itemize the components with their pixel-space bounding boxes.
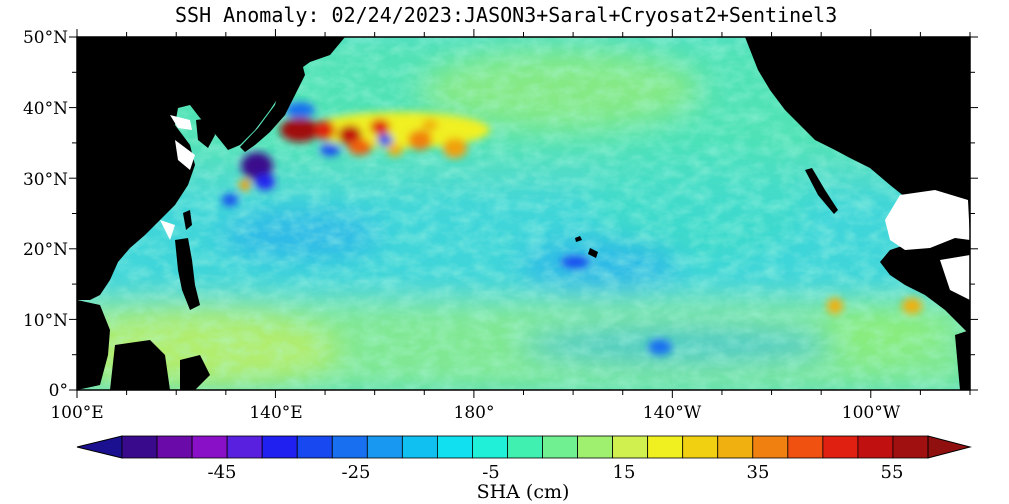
lat-label: 40°N bbox=[23, 99, 68, 119]
colorbar-segment bbox=[436, 435, 473, 459]
colorbar-segment bbox=[647, 435, 684, 459]
lat-label: 50°N bbox=[23, 28, 68, 48]
axis-ticks bbox=[69, 29, 978, 398]
kuroshio-anomalies bbox=[280, 102, 490, 158]
lon-label: 180° bbox=[454, 403, 495, 423]
colorbar-segment bbox=[296, 435, 333, 459]
lon-label: 140°W bbox=[643, 403, 702, 423]
colorbar-segment bbox=[682, 435, 719, 459]
colorbar-segment bbox=[787, 435, 824, 459]
lon-label: 140°E bbox=[249, 403, 302, 423]
colorbar-segment bbox=[717, 435, 754, 459]
colorbar-segment bbox=[121, 435, 158, 459]
negative-eddy bbox=[222, 152, 275, 206]
colorbar-tick-label: 35 bbox=[747, 462, 770, 483]
map-title: SSH Anomaly: 02/24/2023:JASON3+Saral+Cry… bbox=[175, 3, 837, 27]
colorbar-tick-label: -5 bbox=[482, 462, 500, 483]
colorbar-tick-labels: -45 -25 -5 15 35 55 bbox=[208, 462, 904, 483]
colorbar-segment bbox=[156, 435, 193, 459]
colorbar-segment bbox=[542, 435, 578, 459]
colorbar bbox=[76, 435, 972, 459]
colorbar-segment bbox=[226, 435, 263, 459]
colorbar-tick-label: 15 bbox=[613, 462, 636, 483]
colorbar-over-triangle bbox=[927, 435, 972, 459]
map-field bbox=[77, 37, 970, 390]
colorbar-segment bbox=[401, 435, 438, 459]
lon-label: 100°E bbox=[50, 403, 103, 423]
lat-label: 30°N bbox=[23, 170, 68, 190]
colorbar-segment bbox=[366, 435, 403, 459]
colorbar-segment bbox=[857, 435, 894, 459]
colorbar-segment bbox=[331, 435, 368, 459]
colorbar-tick-label: -45 bbox=[208, 462, 237, 483]
colorbar-segment bbox=[507, 435, 543, 459]
lat-label: 10°N bbox=[23, 311, 68, 331]
colorbar-segment bbox=[577, 435, 614, 459]
land bbox=[77, 37, 970, 390]
colorbar-tick-label: -25 bbox=[342, 462, 371, 483]
lon-label: 100°W bbox=[842, 403, 901, 423]
latitude-labels: 0° 10°N 20°N 30°N 40°N 50°N bbox=[23, 28, 68, 401]
eastern-eddies bbox=[561, 256, 922, 355]
colorbar-segment bbox=[612, 435, 649, 459]
colorbar-segment bbox=[191, 435, 228, 459]
colorbar-label: SHA (cm) bbox=[477, 481, 570, 503]
colorbar-segment bbox=[752, 435, 789, 459]
colorbar-segment bbox=[892, 435, 929, 459]
colorbar-under-triangle bbox=[76, 435, 123, 459]
colorbar-tick-label: 55 bbox=[881, 462, 904, 483]
colorbar-segment bbox=[822, 435, 859, 459]
colorbar-segment bbox=[472, 435, 508, 459]
longitude-labels: 100°E 140°E 180° 140°W 100°W bbox=[50, 403, 900, 423]
lat-label: 20°N bbox=[23, 240, 68, 260]
nodata-areas bbox=[160, 115, 195, 240]
colorbar-segment bbox=[261, 435, 298, 459]
lat-label: 0° bbox=[49, 381, 68, 401]
